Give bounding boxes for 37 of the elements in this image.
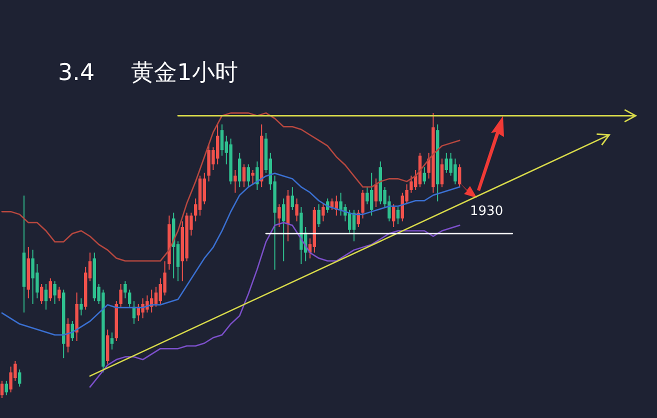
candlestick [80, 298, 83, 316]
candlestick [154, 286, 158, 308]
candlestick [410, 175, 413, 194]
candlestick [110, 332, 114, 350]
candlestick [440, 158, 444, 188]
candlestick [128, 289, 132, 308]
annotation: 1930 [470, 204, 504, 219]
candlestick [4, 380, 8, 396]
candlestick [234, 170, 237, 194]
candlestick [58, 286, 61, 302]
candlestick [220, 124, 224, 156]
candlestick [458, 164, 462, 188]
candlestick [396, 206, 400, 225]
candlestick [119, 284, 122, 308]
candlestick [290, 186, 294, 210]
candlestick [40, 284, 44, 304]
candlestick [282, 198, 286, 262]
candlestick [278, 204, 281, 228]
candlestick [251, 170, 254, 185]
candlestick [246, 164, 250, 188]
candlestick [124, 280, 127, 299]
candlestick [295, 198, 298, 222]
candlestick [256, 160, 259, 190]
candlestick [317, 204, 320, 228]
candlestick [392, 204, 396, 228]
candlestick [48, 278, 52, 302]
candlestick [0, 380, 4, 398]
candlestick [361, 189, 364, 219]
candlestick [238, 152, 242, 188]
candlestick [242, 164, 246, 188]
candlestick [322, 204, 325, 222]
candlestick [44, 284, 48, 310]
candlestick [374, 178, 378, 208]
candlestick [18, 369, 22, 388]
candlestick [422, 166, 426, 185]
chart-title: 3.4 黄金1小时 [58, 60, 238, 86]
candlestick [53, 280, 56, 304]
